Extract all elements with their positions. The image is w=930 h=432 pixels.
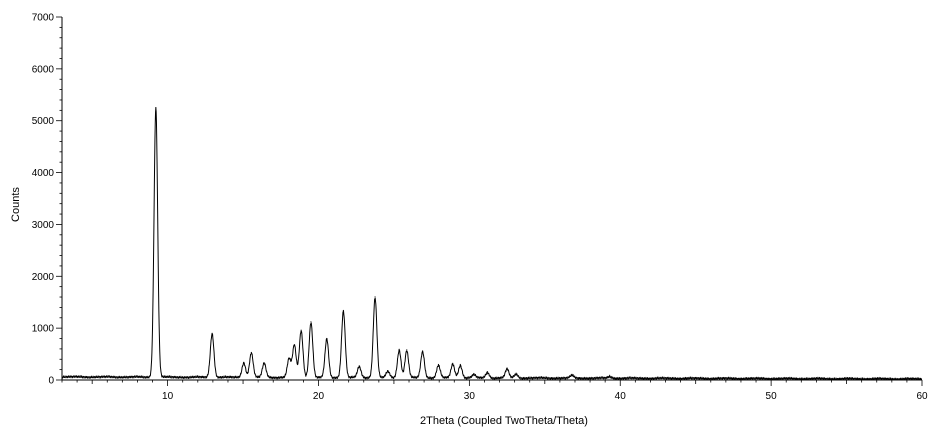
x-tick-label: 50 — [766, 391, 778, 402]
peak-point — [609, 374, 611, 376]
peak-point — [326, 337, 328, 340]
x-tick-label: 40 — [615, 391, 627, 402]
peak-point — [288, 357, 290, 359]
y-tick-label: 6000 — [32, 64, 55, 75]
y-tick-label: 4000 — [32, 168, 55, 179]
peak-point — [571, 373, 573, 375]
peak-point — [387, 370, 389, 372]
peak-point — [358, 365, 360, 367]
peak-point — [293, 344, 295, 346]
y-tick-label: 3000 — [32, 220, 55, 231]
x-tick-label: 30 — [464, 391, 476, 402]
peak-point — [243, 361, 245, 363]
peak-point — [250, 351, 252, 354]
pattern-line — [61, 107, 923, 381]
y-axis-title: Counts — [10, 187, 22, 222]
x-tick-label: 10 — [162, 391, 174, 402]
peak-point — [398, 348, 400, 351]
y-axis-ticks: 0 1000 2000 3000 4000 5000 6000 7000 — [32, 13, 62, 387]
x-axis-ticks: 10 20 30 40 50 60 — [61, 380, 928, 402]
peak-point — [473, 373, 475, 375]
y-tick-label: 5000 — [32, 116, 55, 127]
diffraction-pattern — [61, 107, 923, 381]
peak-point — [300, 329, 302, 331]
peak-point — [515, 372, 517, 374]
peak-point — [374, 296, 376, 298]
peak-point — [452, 362, 454, 365]
peak-point — [263, 362, 265, 364]
peak-point — [486, 371, 489, 373]
peak-point — [506, 367, 508, 369]
peak-point — [406, 349, 408, 351]
peak-point — [421, 350, 424, 352]
peak-point — [211, 332, 213, 334]
y-tick-label: 2000 — [32, 272, 55, 283]
y-tick-label: 0 — [48, 376, 54, 387]
x-axis-title: 2Theta (Coupled TwoTheta/Theta) — [420, 415, 588, 427]
x-tick-label: 60 — [916, 391, 928, 402]
peak-point — [155, 107, 157, 109]
y-tick-label: 1000 — [32, 324, 55, 335]
peak-point — [459, 363, 461, 366]
axes — [61, 17, 922, 381]
peak-point — [310, 321, 312, 323]
peak-point — [437, 363, 440, 366]
peak-point — [342, 309, 344, 312]
x-tick-label: 20 — [313, 391, 325, 402]
y-tick-label: 7000 — [32, 13, 55, 24]
